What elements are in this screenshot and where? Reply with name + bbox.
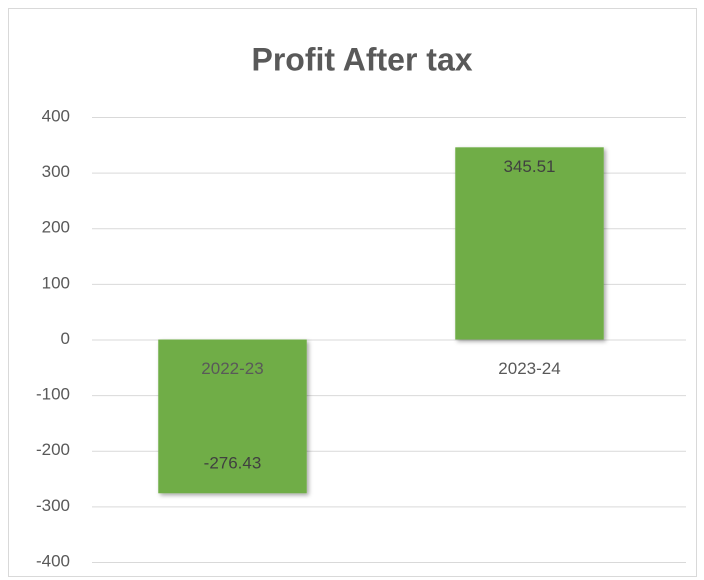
bar [455,147,604,340]
y-tick-label: 0 [61,329,70,348]
y-tick-label: 400 [42,106,70,125]
data-label: 345.51 [504,157,556,176]
y-tick-label: -100 [36,385,70,404]
y-tick-label: 100 [42,273,70,292]
x-tick-label: 2023-24 [498,359,560,378]
y-tick-label: -200 [36,440,70,459]
bar [158,339,307,494]
y-tick-label: -400 [36,551,70,570]
y-tick-label: 200 [42,218,70,237]
data-label: -276.43 [204,454,262,473]
y-tick-label: -300 [36,496,70,515]
chart-title: Profit After tax [251,41,472,77]
y-tick-label: 300 [42,162,70,181]
x-tick-label: 2022-23 [201,359,263,378]
